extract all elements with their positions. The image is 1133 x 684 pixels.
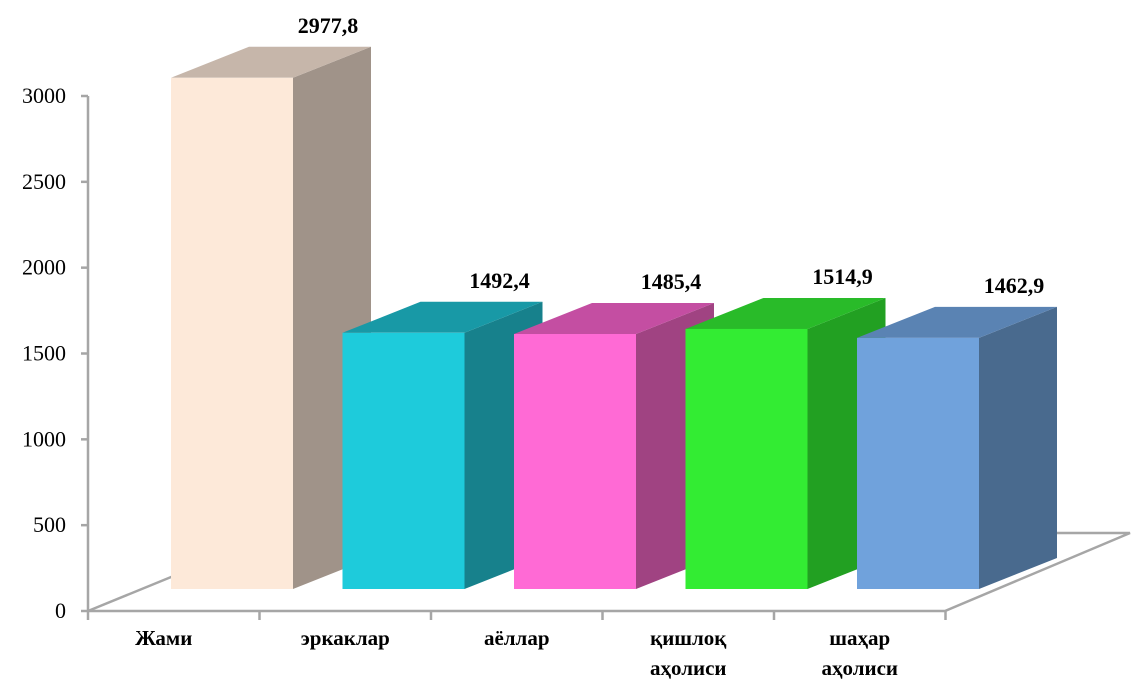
y-tick-label: 500 xyxy=(33,512,66,537)
bar xyxy=(342,301,543,589)
y-tick-label: 2500 xyxy=(22,169,66,194)
x-category-label: аҳолиси xyxy=(650,656,727,680)
bar-top-face xyxy=(342,301,543,333)
value-labels-group: 2977,8 1492,4 1485,4 1514,9 1462,9 xyxy=(298,13,1045,298)
bar-top-face xyxy=(171,46,371,78)
x-category-label: аҳолиси xyxy=(821,656,898,680)
floor-left-edge xyxy=(87,573,177,613)
bar-top-face xyxy=(514,303,714,335)
bar xyxy=(857,306,1057,589)
data-label: 1462,9 xyxy=(984,273,1045,298)
y-tick-label: 1000 xyxy=(22,426,66,451)
data-label: 1492,4 xyxy=(469,268,530,293)
bars-group xyxy=(171,46,1057,590)
x-category-label: эркаклар xyxy=(301,626,390,650)
bar-front-face xyxy=(514,334,636,589)
x-category-label: аёллар xyxy=(484,626,550,650)
bar-front-face xyxy=(171,77,293,589)
data-label: 2977,8 xyxy=(298,13,359,38)
bar-front-face xyxy=(342,332,465,589)
y-tick-label: 3000 xyxy=(22,83,66,108)
y-tick-label: 2000 xyxy=(22,255,66,280)
x-category-label: шаҳар xyxy=(829,626,890,650)
x-category-label: Жами xyxy=(135,626,192,650)
data-label: 1514,9 xyxy=(812,264,873,289)
bar-front-face xyxy=(857,337,979,589)
y-axis: 0 500 1000 1500 2000 2500 3000 xyxy=(22,83,947,623)
y-tick-label: 1500 xyxy=(22,341,66,366)
data-label: 1485,4 xyxy=(641,269,702,294)
bar-side-face xyxy=(979,306,1057,589)
bar-top-face xyxy=(685,297,886,329)
bar xyxy=(514,303,714,589)
bar xyxy=(171,46,371,590)
category-labels-group: Жами эркаклар аёллар қишлоқ аҳолиси шаҳар аҳол… xyxy=(135,626,898,680)
y-tick-label: 0 xyxy=(55,598,66,623)
bar-top-face xyxy=(857,306,1057,338)
bar-front-face xyxy=(685,328,808,589)
x-category-label: қишлоқ xyxy=(650,626,727,650)
bar xyxy=(685,297,886,589)
